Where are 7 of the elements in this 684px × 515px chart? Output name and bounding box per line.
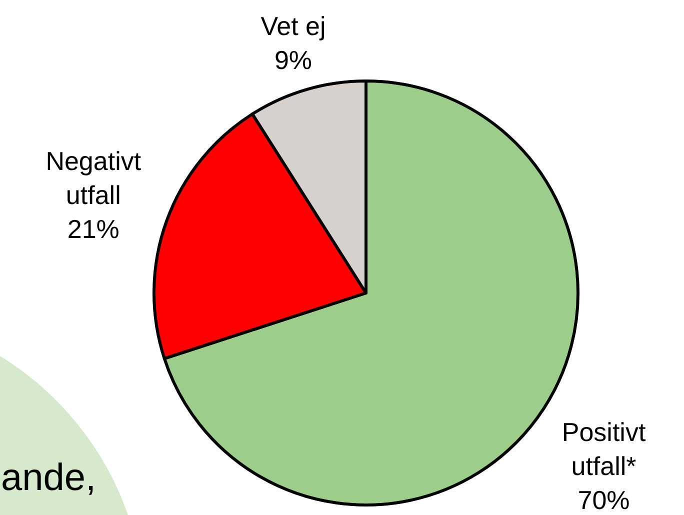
slice-label: Negativt utfall — [46, 146, 142, 210]
text: ande, — [1, 457, 96, 499]
data-label: 21% — [67, 214, 120, 244]
data-label: 70% — [578, 485, 630, 515]
slice-label: Vet ej — [260, 10, 326, 41]
slice-label: Positivt utfall* — [562, 417, 646, 482]
data-label: 9% — [274, 44, 312, 75]
